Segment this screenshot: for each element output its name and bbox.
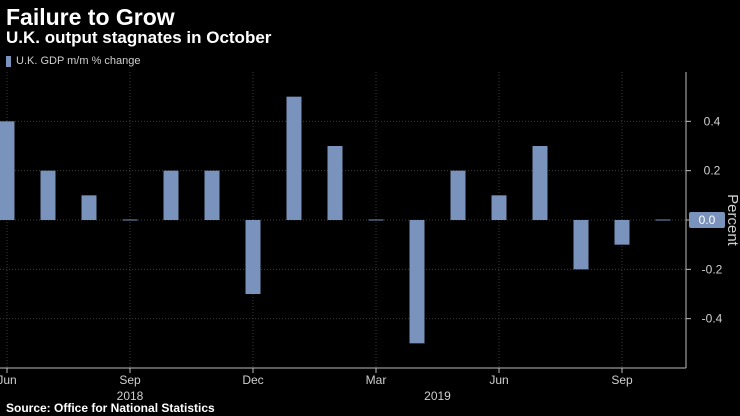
bar-2019-08 — [573, 220, 589, 270]
last-value-badge — [689, 212, 725, 228]
bar-2019-04 — [409, 220, 425, 344]
legend-swatch — [6, 55, 11, 67]
bar-2019-03 — [368, 219, 384, 221]
bar-2018-06 — [0, 121, 15, 220]
bar-2019-09 — [614, 220, 630, 245]
bar-2019-10 — [655, 219, 671, 221]
legend-label: U.K. GDP m/m % change — [16, 55, 141, 67]
legend: U.K. GDP m/m % change — [6, 55, 141, 67]
y-tick-label: 0.2 — [704, 164, 721, 178]
x-tick-label-jun: Jun — [489, 373, 508, 387]
bar-2019-05 — [450, 170, 466, 220]
y-tick-label: -0.4 — [702, 312, 723, 326]
bar-2018-08 — [81, 195, 97, 220]
year-label-2018: 2018 — [117, 389, 144, 403]
bar-2018-12 — [245, 220, 261, 294]
chart-title: Failure to Grow — [6, 4, 175, 30]
x-tick-label-jun: Jun — [0, 373, 17, 387]
source-note: Source: Office for National Statistics — [6, 401, 215, 415]
year-label-2019: 2019 — [424, 389, 451, 403]
bar-2019-02 — [327, 146, 343, 220]
chart-subtitle: U.K. output stagnates in October — [6, 28, 272, 47]
y-tick-label: 0.4 — [704, 114, 721, 128]
bar-2018-11 — [204, 170, 220, 220]
y-axis-label: Percent — [724, 194, 740, 247]
bar-2019-01 — [286, 96, 302, 220]
bar-2018-09 — [122, 219, 138, 221]
bar-2018-07 — [40, 170, 56, 220]
x-tick-label-mar: Mar — [366, 373, 387, 387]
x-tick-label-sep: Sep — [611, 373, 633, 387]
x-tick-label-dec: Dec — [242, 373, 263, 387]
bar-2019-06 — [491, 195, 507, 220]
bar-2019-07 — [532, 146, 548, 220]
bar-2018-10 — [163, 170, 179, 220]
last-value-label: 0.0 — [699, 213, 716, 227]
x-tick-label-sep: Sep — [119, 373, 141, 387]
y-tick-label: -0.2 — [702, 262, 723, 276]
